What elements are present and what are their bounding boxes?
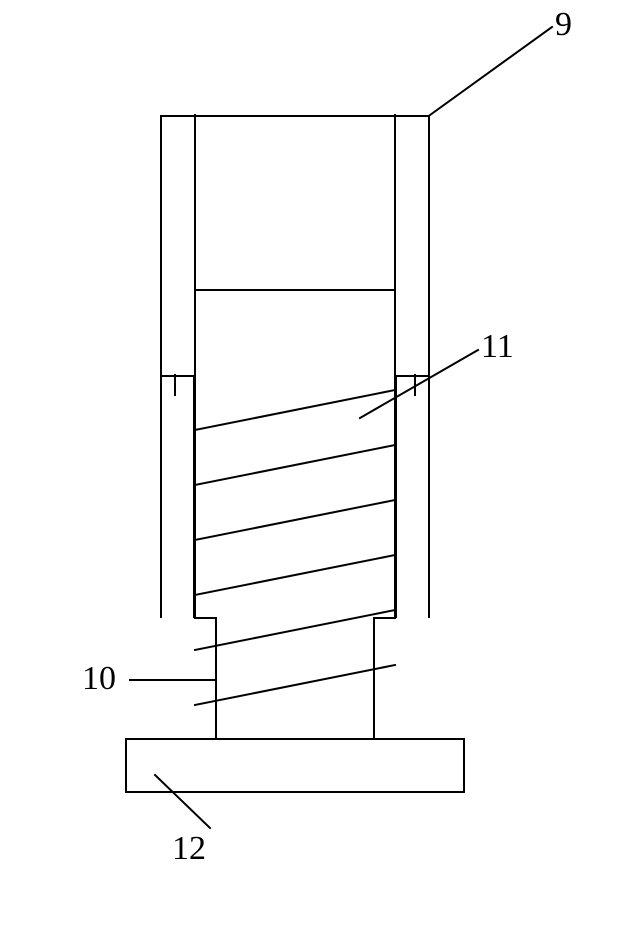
callout-label-12: 12 <box>172 830 206 868</box>
callout-label-9: 9 <box>555 6 572 44</box>
callout-label-11: 11 <box>481 328 514 366</box>
line-overlay <box>0 0 623 939</box>
callout-label-10: 10 <box>82 660 116 698</box>
